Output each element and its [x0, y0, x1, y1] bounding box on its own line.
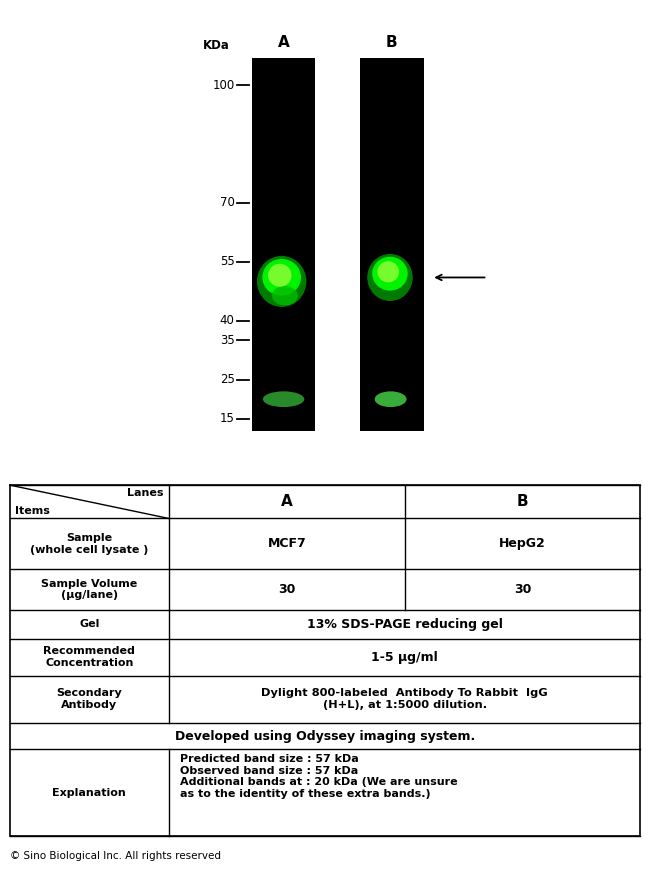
Ellipse shape [257, 256, 306, 307]
Ellipse shape [272, 286, 298, 306]
Text: KDa: KDa [203, 39, 229, 52]
Text: Recommended
Concentration: Recommended Concentration [44, 646, 135, 668]
Text: Predicted band size : 57 kDa
Observed band size : 57 kDa
Additional bands at : 2: Predicted band size : 57 kDa Observed ba… [181, 754, 458, 799]
Text: Developed using Odyssey imaging system.: Developed using Odyssey imaging system. [175, 730, 475, 742]
Text: 40: 40 [220, 314, 235, 327]
Text: 25: 25 [220, 373, 235, 386]
Text: A: A [281, 494, 292, 509]
Ellipse shape [367, 254, 413, 301]
Bar [252, 58, 315, 430]
Text: 100: 100 [213, 78, 235, 92]
Ellipse shape [263, 391, 304, 407]
Text: MCF7: MCF7 [267, 538, 306, 550]
Text: B: B [517, 494, 528, 509]
Text: HepG2: HepG2 [499, 538, 546, 550]
Text: 1-5 μg/ml: 1-5 μg/ml [371, 651, 438, 663]
Text: Sample
(whole cell lysate ): Sample (whole cell lysate ) [30, 533, 148, 555]
Bar [10, 485, 640, 837]
Ellipse shape [372, 257, 408, 291]
Bar [360, 58, 424, 430]
Text: B: B [386, 35, 398, 50]
Text: Sample Volume
(μg/lane): Sample Volume (μg/lane) [41, 579, 137, 600]
Text: Explanation: Explanation [53, 788, 126, 798]
Ellipse shape [374, 391, 406, 407]
Text: 70: 70 [220, 196, 235, 209]
Ellipse shape [378, 261, 399, 283]
Text: © Sino Biological Inc. All rights reserved: © Sino Biological Inc. All rights reserv… [10, 851, 221, 861]
Text: 30: 30 [278, 583, 296, 597]
Text: 35: 35 [220, 333, 235, 347]
Ellipse shape [263, 259, 301, 296]
Text: 30: 30 [514, 583, 531, 597]
Text: 13% SDS-PAGE reducing gel: 13% SDS-PAGE reducing gel [307, 618, 502, 630]
Text: Items: Items [15, 506, 49, 516]
Text: Dylight 800-labeled  Antibody To Rabbit  IgG
(H+L), at 1:5000 dilution.: Dylight 800-labeled Antibody To Rabbit I… [261, 688, 548, 710]
Ellipse shape [268, 264, 292, 287]
Text: Secondary
Antibody: Secondary Antibody [57, 688, 122, 710]
Text: 15: 15 [220, 412, 235, 425]
Text: Lanes: Lanes [127, 487, 164, 498]
Text: Gel: Gel [79, 620, 99, 629]
Text: 55: 55 [220, 255, 235, 268]
Text: A: A [278, 35, 289, 50]
